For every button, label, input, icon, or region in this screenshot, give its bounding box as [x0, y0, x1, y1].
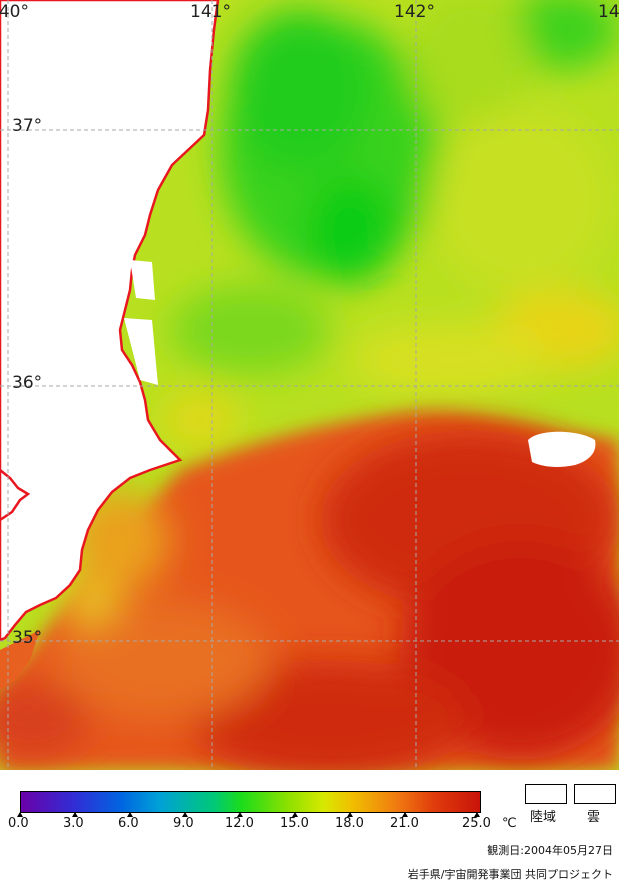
- scale-tick: [237, 812, 243, 817]
- cloud-patch: [528, 431, 596, 467]
- lat-label-36: 36°: [12, 373, 43, 393]
- scale-label-21: 21.0: [390, 816, 419, 831]
- scale-label-6: 6.0: [118, 816, 139, 831]
- scale-tick: [474, 812, 480, 817]
- lon-label-140: 140°: [0, 2, 29, 22]
- graticule: [0, 0, 619, 770]
- boso-peninsula: [0, 630, 40, 690]
- temperature-color-bar: [20, 791, 481, 813]
- scale-tick: [127, 812, 133, 817]
- lat-label-37: 37°: [12, 116, 43, 136]
- observation-date: 観測日:2004年05月27日: [487, 844, 613, 857]
- scale-tick: [402, 812, 408, 817]
- scale-label-9: 9.0: [173, 816, 194, 831]
- scale-label-12: 12.0: [225, 816, 254, 831]
- credit-text: 岩手県/宇宙開発事業団 共同プロジェクト: [407, 868, 613, 881]
- scale-tick: [182, 812, 188, 817]
- lat-label-35: 35°: [12, 628, 43, 648]
- lon-label-143: 143°: [598, 2, 619, 22]
- scale-label-25: 25.0: [462, 816, 491, 831]
- sea-surface-temperature-map: [0, 0, 619, 770]
- scale-label-3: 3.0: [63, 816, 84, 831]
- scale-label-0: 0.0: [8, 816, 29, 831]
- cloud-label: 雲: [587, 810, 601, 825]
- lon-label-141: 141°: [190, 2, 231, 22]
- honshu-coast: [0, 0, 220, 642]
- cloud-swatch: [574, 784, 616, 804]
- scale-tick: [17, 812, 23, 817]
- lake-outline: [0, 469, 31, 522]
- scale-tick: [347, 812, 353, 817]
- unit-label: ℃: [502, 816, 517, 831]
- scale-label-15: 15.0: [280, 816, 309, 831]
- lon-label-142: 142°: [394, 2, 435, 22]
- scale-label-18: 18.0: [335, 816, 364, 831]
- scale-tick: [292, 812, 298, 817]
- scale-tick: [72, 812, 78, 817]
- land-label: 陸域: [530, 810, 557, 825]
- land-swatch: [525, 784, 567, 804]
